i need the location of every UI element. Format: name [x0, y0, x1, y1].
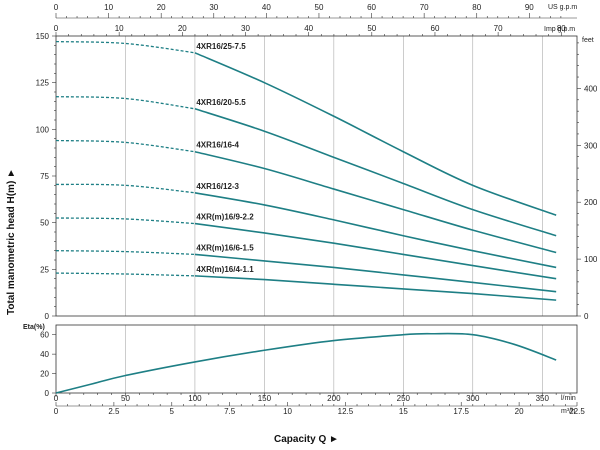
head-curve-dashed [55, 250, 195, 256]
lmin-tick-label: 200 [327, 394, 341, 403]
head-curve [194, 192, 557, 269]
grid-layer [125, 36, 543, 393]
head-curve-dashed [55, 217, 195, 225]
head-curve [194, 253, 557, 293]
m3h-tick-label: 2.5 [108, 407, 120, 416]
head-curve-dashed [55, 183, 195, 194]
m3h-tick-label: 7.5 [224, 407, 236, 416]
lmin-tick-label: 350 [536, 394, 550, 403]
head-curve [194, 150, 557, 254]
head-y-tick-label: 150 [36, 32, 50, 41]
us-gpm-tick-label: 80 [472, 3, 481, 12]
curve-model-label: 4XR(m)16/4-1.1 [196, 265, 254, 274]
curve-model-label: 4XR16/12-3 [196, 182, 239, 191]
label-layer: US g.p.m Imp g.p.m feet l/min m³/h Eta(%… [6, 4, 594, 445]
us-gpm-tick-label: 50 [315, 3, 324, 12]
imp-gpm-unit-label: Imp g.p.m [544, 26, 575, 33]
feet-tick-label: 300 [584, 141, 598, 150]
eta-y-tick-label: 40 [40, 350, 49, 359]
curve-model-label: 4XR16/20-5.5 [196, 98, 246, 107]
curve-model-label: 4XR(m)16/6-1.5 [196, 243, 254, 252]
head-y-tick-label: 75 [40, 172, 49, 181]
lmin-tick-label: 300 [466, 394, 480, 403]
us-gpm-tick-label: 0 [54, 3, 59, 12]
curve-model-label: 4XR16/25-7.5 [196, 42, 246, 51]
us-gpm-unit-label: US g.p.m [548, 4, 577, 11]
head-curve-dashed [55, 139, 196, 153]
eta-y-tick-label: 0 [45, 389, 50, 398]
m3h-tick-label: 20 [515, 407, 524, 416]
imp-gpm-tick-label: 80 [557, 24, 566, 33]
m3h-tick-label: 10 [283, 407, 292, 416]
imp-gpm-tick-label: 70 [494, 24, 503, 33]
m3h-tick-label: 15 [399, 407, 408, 416]
imp-gpm-tick-label: 40 [304, 24, 313, 33]
feet-tick-label: 100 [584, 255, 598, 264]
head-curve-dashed [55, 40, 196, 54]
us-gpm-tick-label: 70 [420, 3, 429, 12]
curve-model-label: 4XR16/16-4 [196, 141, 239, 150]
imp-gpm-tick-label: 10 [115, 24, 124, 33]
feet-tick-label: 200 [584, 198, 598, 207]
us-gpm-tick-label: 60 [367, 3, 376, 12]
us-gpm-tick-label: 20 [157, 3, 166, 12]
curve-layer [55, 40, 557, 394]
head-y-tick-label: 125 [36, 79, 50, 88]
capacity-axis-title: Capacity Q ► [274, 434, 339, 445]
head-y-tick-label: 100 [36, 125, 50, 134]
lmin-tick-label: 0 [54, 394, 59, 403]
m3h-tick-label: 12.5 [338, 407, 354, 416]
head-y-tick-label: 0 [45, 312, 50, 321]
imp-gpm-tick-label: 30 [241, 24, 250, 33]
lmin-tick-label: 150 [258, 394, 272, 403]
m3h-tick-label: 5 [170, 407, 175, 416]
imp-gpm-tick-label: 50 [367, 24, 376, 33]
lmin-tick-label: 100 [188, 394, 202, 403]
head-y-tick-label: 50 [40, 219, 49, 228]
feet-unit-label: feet [582, 37, 594, 44]
head-curve-dashed [55, 96, 196, 110]
m3h-tick-label: 0 [54, 407, 59, 416]
imp-gpm-tick-label: 60 [431, 24, 440, 33]
m3h-tick-label: 17.5 [453, 407, 469, 416]
eta-y-tick-label: 20 [40, 370, 49, 379]
head-curve [194, 222, 557, 280]
eta-axis-title: Eta(%) [23, 324, 45, 331]
head-y-tick-label: 25 [40, 265, 49, 274]
eta-y-tick-label: 60 [40, 331, 49, 340]
us-gpm-tick-label: 90 [525, 3, 534, 12]
lmin-tick-label: 50 [121, 394, 130, 403]
head-axis-title: Total manometric head H(m) ► [6, 168, 17, 315]
us-gpm-tick-label: 10 [104, 3, 113, 12]
curve-model-label: 4XR(m)16/9-2.2 [196, 213, 254, 222]
eta-plot-frame [55, 324, 578, 394]
head-curve-dashed [55, 272, 195, 277]
head-plot-frame [55, 35, 578, 317]
head-curve [194, 52, 557, 216]
us-gpm-tick-label: 40 [262, 3, 271, 12]
feet-tick-label: 400 [584, 84, 598, 93]
head-curve [194, 275, 557, 301]
us-gpm-tick-label: 30 [209, 3, 218, 12]
lmin-unit-label: l/min [561, 395, 576, 402]
head-curve [194, 108, 557, 237]
m3h-unit-label: m³/h [561, 408, 575, 415]
imp-gpm-tick-label: 20 [178, 24, 187, 33]
imp-gpm-tick-label: 0 [54, 24, 59, 33]
lmin-tick-label: 250 [397, 394, 411, 403]
eta-curve [55, 332, 557, 394]
m3h-tick-label: 22.5 [569, 407, 585, 416]
feet-tick-label: 0 [584, 312, 589, 321]
